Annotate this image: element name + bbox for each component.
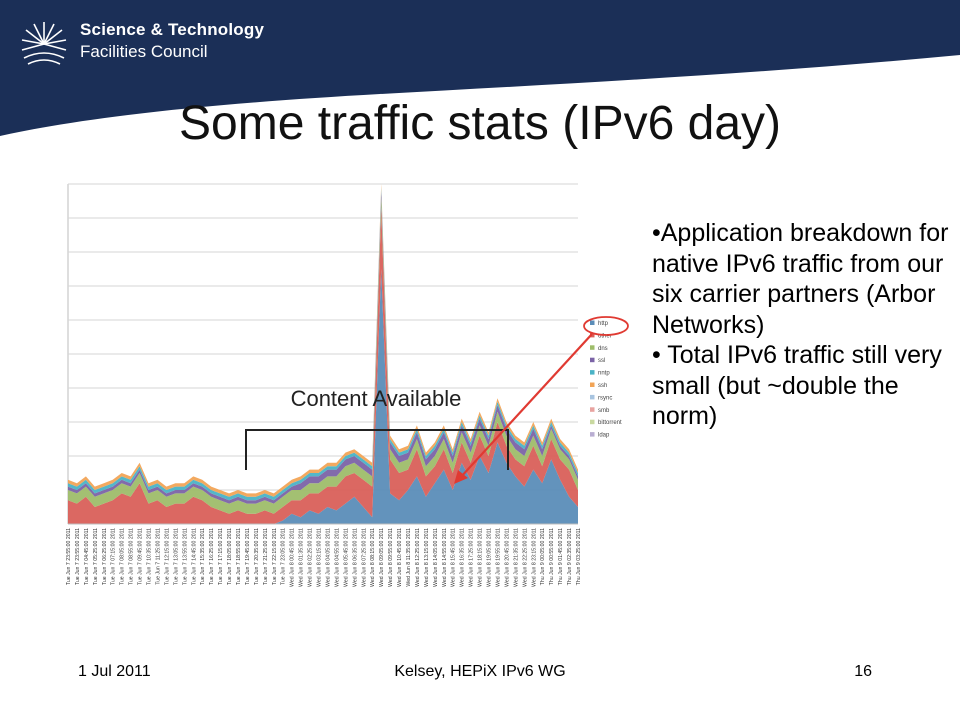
x-tick-label: Wed Jun 8 05:45:00 2011 [343,528,349,587]
x-tick-label: Wed Jun 8 09:05:00 2011 [379,528,385,587]
x-tick-label: Tue Jun 7 09:45:00 2011 [138,528,144,585]
x-tick-label: Wed Jun 8 21:35:00 2011 [513,528,519,587]
legend-swatch-smb [590,407,595,412]
x-tick-label: Wed Jun 8 14:05:00 2011 [433,528,439,587]
x-tick-label: Tue Jun 7 15:35:00 2011 [200,528,206,585]
legend-swatch-http [590,320,595,325]
x-tick-label: Wed Jun 8 12:25:00 2011 [415,528,421,587]
header-band-shape [0,0,960,136]
x-tick-label: Wed Jun 8 20:45:00 2011 [504,528,510,587]
legend-label-smb: smb [598,408,610,414]
x-tick-label: Wed Jun 8 14:55:00 2011 [442,528,448,587]
x-tick-label: Wed Jun 8 07:25:00 2011 [361,528,367,587]
x-tick-label: Thu Jun 9 00:55:00 2011 [549,528,555,585]
bullet-item-1: •Application breakdown for native IPv6 t… [652,219,949,339]
x-tick-label: Tue Jun 7 23:55:00 2011 [66,528,72,585]
bullet-item-2: • Total IPv6 traffic still very small (b… [652,341,942,430]
x-tick-label: Tue Jun 7 23:05:00 2011 [281,528,287,585]
chart-svg: Tue Jun 7 23:55:00 2011 Tue Jun 7 23:55:0… [66,183,629,587]
x-tick-label: Tue Jun 7 17:15:00 2011 [218,528,224,585]
legend-swatch-nntp [590,370,595,375]
series-area-http [68,269,578,524]
legend-swatch-ssl [590,357,595,363]
x-tick-label: Wed Jun 8 23:15:00 2011 [531,528,537,587]
legend-swatch-dns [590,345,595,350]
logo-subtitle: Facilities Council [80,42,208,61]
legend-label-nntp: nntp [598,371,610,377]
x-tick-label: Tue Jun 7 08:05:00 2011 [120,528,126,585]
x-tick-label: Tue Jun 7 07:15:00 2011 [111,528,117,585]
header-band [0,0,960,136]
x-tick-label: Tue Jun 7 18:55:00 2011 [236,528,242,585]
legend-swatch-rsync [590,394,595,400]
x-tick-label: Tue Jun 7 19:45:00 2011 [245,528,251,585]
x-tick-label: Wed Jun 8 11:35:00 2011 [406,528,412,587]
legend-label-dns: dns [598,346,608,352]
x-tick-label: Wed Jun 8 04:05:00 2011 [326,528,332,587]
x-tick-label: Wed Jun 8 18:15:00 2011 [478,528,484,587]
x-tick-label: Wed Jun 8 03:15:00 2011 [317,528,323,587]
legend-label-bittorrent: bittorrent [598,420,622,426]
legend-label-ldap: ldap [598,433,610,439]
x-tick-label: Tue Jun 7 08:55:00 2011 [129,528,135,585]
footer-date: 1 Jul 2011 [78,663,151,680]
x-tick-label: Wed Jun 8 09:55:00 2011 [388,528,394,587]
x-tick-label: Wed Jun 8 13:15:00 2011 [424,528,430,587]
x-tick-label: Wed Jun 8 22:25:00 2011 [522,528,528,587]
slide-title: Some traffic stats (IPv6 day) [179,97,781,150]
x-tick-label: Tue Jun 7 21:25:00 2011 [263,528,269,585]
slide-number: 16 [854,663,872,680]
x-tick-label: Tue Jun 7 13:05:00 2011 [173,528,179,585]
x-tick-label: Thu Jun 9 01:45:00 2011 [558,528,564,585]
x-tick-label: Tue Jun 7 14:45:00 2011 [191,528,197,585]
x-tick-label: Wed Jun 8 00:45:00 2011 [290,528,296,587]
x-tick-label: Tue Jun 7 13:55:00 2011 [182,528,188,585]
x-tick-label: Tue Jun 7 04:45:00 2011 [84,528,90,585]
x-tick-label: Wed Jun 8 15:45:00 2011 [451,528,457,587]
x-tick-label: Wed Jun 8 01:35:00 2011 [299,528,305,587]
bullet-list: •Application breakdown for native IPv6 t… [652,218,952,432]
x-tick-label: Tue Jun 7 23:55:00 2011 [75,528,81,585]
x-tick-label: Tue Jun 7 18:05:00 2011 [227,528,233,585]
legend-label-rsync: rsync [598,395,612,401]
legend-swatch-ldap [590,432,595,437]
x-tick-label: Thu Jun 9 02:35:00 2011 [567,528,573,585]
content-available-label: Content Available [291,386,462,411]
x-tick-label: Tue Jun 7 06:25:00 2011 [102,528,108,585]
x-tick-label: Wed Jun 8 19:55:00 2011 [496,528,502,587]
x-tick-label: Thu Jun 9 00:05:00 2011 [540,528,546,585]
logo-title: Science & Technology [80,20,265,39]
x-tick-label: Wed Jun 8 08:15:00 2011 [370,528,376,587]
annotation-arrow [459,333,593,479]
x-tick-label: Tue Jun 7 05:25:00 2011 [93,528,99,585]
x-tick-label: Wed Jun 8 10:45:00 2011 [397,528,403,587]
legend-label-ssh: ssh [598,383,607,389]
x-tick-label: Tue Jun 7 22:15:00 2011 [272,528,278,585]
x-tick-label: Wed Jun 8 17:25:00 2011 [469,528,475,587]
sunburst-logo-icon [21,22,67,65]
x-tick-label: Tue Jun 7 11:25:00 2011 [156,528,162,585]
x-tick-label: Tue Jun 7 12:15:00 2011 [164,528,170,585]
legend-label-other: other [598,333,612,339]
legend-swatch-ssh [590,382,595,387]
x-tick-label: Thu Jun 9 03:25:00 2011 [576,528,582,585]
stfc-logo: Science & Technology Facilities Council [18,18,264,88]
legend-label-ssl: ssl [598,358,605,364]
x-tick-label: Wed Jun 8 06:35:00 2011 [352,528,358,587]
footer-author: Kelsey, HEPiX IPv6 WG [394,663,566,680]
legend-swatch-bittorrent [590,419,595,425]
x-tick-label: Tue Jun 7 10:35:00 2011 [147,528,153,585]
x-tick-label: Wed Jun 8 04:55:00 2011 [334,528,340,587]
legend-label-http: http [598,321,609,327]
content-available-bracket [245,429,509,470]
x-tick-label: Tue Jun 7 16:25:00 2011 [209,528,215,585]
annotation-arrowhead [454,470,468,484]
x-tick-label: Wed Jun 8 19:05:00 2011 [487,528,493,587]
x-tick-label: Wed Jun 8 02:25:00 2011 [308,528,314,587]
x-tick-label: Tue Jun 7 20:35:00 2011 [254,528,260,585]
x-tick-label: Wed Jun 8 16:35:00 2011 [460,528,466,587]
traffic-chart: Tue Jun 7 23:55:00 2011 Tue Jun 7 23:55:0… [62,178,629,602]
legend-highlight-circle [583,316,629,336]
